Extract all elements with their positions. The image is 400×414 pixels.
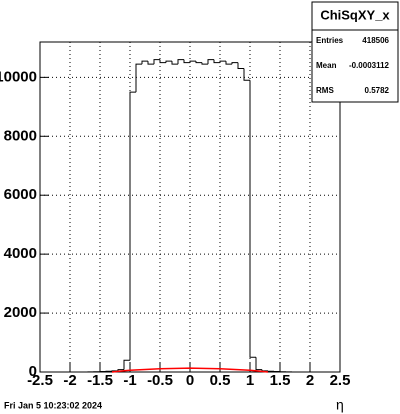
- histogram-bin: [123, 359, 130, 370]
- y-tick-label: 6000: [4, 186, 37, 203]
- histogram-bin: [195, 61, 202, 64]
- x-tick-label: 0.5: [210, 372, 231, 389]
- histogram-bin: [219, 60, 226, 63]
- histogram-bin: [177, 59, 184, 65]
- histogram-bin: [189, 60, 196, 63]
- histogram-bin: [237, 62, 244, 70]
- histogram-bin: [117, 369, 124, 371]
- timestamp: Fri Jan 5 10:23:02 2024: [4, 400, 102, 410]
- histogram-bin: [213, 59, 220, 64]
- y-tick-label: 8000: [4, 127, 37, 144]
- histogram-bin: [225, 61, 232, 65]
- histogram-bin: [231, 62, 238, 65]
- histogram-bin: [249, 80, 256, 358]
- stats-label: Mean: [316, 61, 337, 70]
- x-tick-label: 2.5: [330, 372, 351, 389]
- x-tick-label: -2: [63, 372, 76, 389]
- stats-value: -0.0003112: [349, 61, 390, 70]
- y-tick-label: 10000: [0, 68, 37, 85]
- histogram-bin: [153, 59, 160, 65]
- histogram-bin: [147, 61, 154, 65]
- stats-border: [311, 1, 399, 103]
- stats-value: 0.5782: [365, 86, 390, 95]
- x-tick-label: -2.5: [27, 372, 53, 389]
- x-tick-label: 1: [246, 372, 254, 389]
- histogram-bin: [129, 91, 136, 361]
- histogram-bin: [201, 62, 208, 65]
- x-tick-label: 0: [186, 372, 194, 389]
- histogram-bin: [165, 60, 172, 63]
- x-tick-label: -0.5: [147, 372, 173, 389]
- stats-label: RMS: [316, 86, 334, 95]
- x-tick-label: -1.5: [87, 372, 113, 389]
- y-tick-label: 0: [29, 363, 37, 380]
- histogram-bin: [207, 59, 214, 65]
- x-tick-label: 2: [306, 372, 314, 389]
- histogram-bin: [141, 60, 148, 65]
- stats-value: 418506: [362, 36, 389, 45]
- x-axis-label: η: [336, 397, 344, 413]
- histogram-bin: [159, 59, 166, 64]
- y-tick-label: 2000: [4, 304, 37, 321]
- fit-line: [111, 367, 269, 373]
- histogram-bin: [183, 59, 190, 64]
- x-tick-label: 1.5: [270, 372, 291, 389]
- histogram-bin: [135, 63, 142, 93]
- stats-box: ChiSqXY_x Entries 418506 Mean -0.0003112…: [311, 1, 399, 103]
- y-tick-label: 4000: [4, 245, 37, 262]
- histogram-bin: [255, 357, 262, 371]
- histogram-bin: [171, 61, 178, 65]
- x-tick-label: -1: [123, 372, 136, 389]
- histogram-bin: [243, 68, 250, 81]
- stats-label: Entries: [316, 36, 344, 45]
- stats-title: ChiSqXY_x: [320, 7, 390, 22]
